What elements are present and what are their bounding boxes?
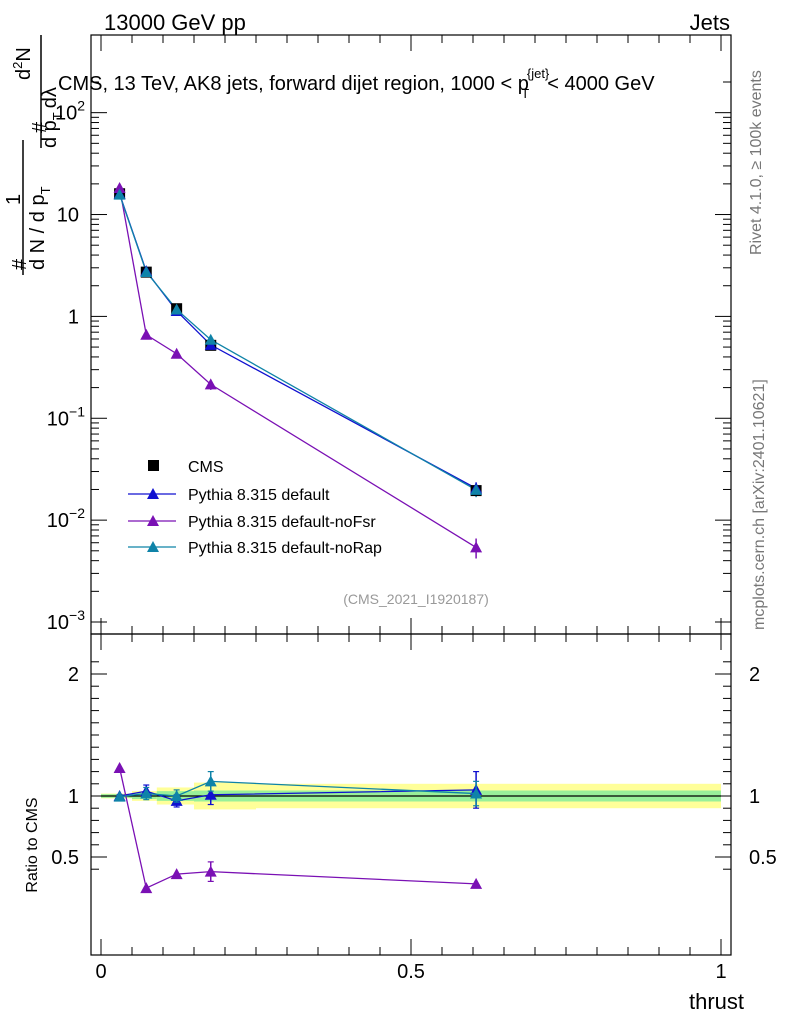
legend-nofsr-marker	[147, 515, 159, 526]
ratio-ytick-label: 1	[68, 786, 79, 808]
ylabel-hash-2: #	[29, 121, 51, 133]
title-rest: < 4000 GeV	[547, 73, 655, 95]
ratio-series-group	[113, 761, 483, 894]
ratio-series-marker-1	[470, 877, 483, 889]
legend-default-label: Pythia 8.315 default	[188, 487, 330, 504]
ratio-ytick-label: 0.5	[51, 847, 79, 869]
main-ytick-label: 102	[55, 98, 85, 125]
legend-cms-label: CMS	[188, 459, 224, 476]
chart-title: CMS, 13 TeV, AK8 jets, forward dijet reg…	[58, 66, 655, 101]
legend-cms-marker	[148, 460, 159, 471]
main-ytick-label: 10−2	[47, 505, 85, 532]
chart-title-text: CMS, 13 TeV, AK8 jets, forward dijet reg…	[58, 73, 512, 95]
ylabel-dn-dp: d N / d pT	[27, 186, 53, 270]
legend-norap-label: Pythia 8.315 default-noRap	[188, 540, 382, 557]
main-series-marker-2	[470, 483, 483, 495]
main-series-marker-1	[170, 347, 183, 359]
main-series-marker-2	[113, 188, 126, 200]
main-series-marker-1	[140, 328, 153, 340]
header-jets: Jets	[690, 10, 730, 35]
main-ytick-label: 10−1	[47, 403, 85, 430]
main-series-marker-1	[113, 182, 126, 194]
rivet-label: Rivet 4.1.0, ≥ 100k events	[748, 70, 765, 255]
ratio-panel: 0 0.5 1 0.5 0.5 1 1 2 2	[51, 633, 777, 983]
ylabel-one: 1	[3, 194, 25, 205]
ratio-series-marker-2	[170, 790, 183, 801]
ratio-ylabel: Ratio to CMS	[24, 797, 41, 892]
ratio-xtick-label: 0.5	[397, 961, 425, 983]
ratio-xtick-label: 0	[95, 961, 106, 983]
ylabel-dlambda-text: dλ	[39, 87, 61, 108]
main-frame	[90, 34, 732, 635]
main-series-marker-2	[140, 265, 153, 277]
ylabel-hash-1: #	[9, 258, 31, 270]
ratio-series-marker-0	[204, 788, 217, 800]
ratio-series-marker-2	[113, 790, 126, 802]
header-energy: 13000 GeV pp	[104, 10, 246, 35]
main-series-marker-2	[204, 333, 217, 345]
main-ytick-label: 10	[57, 205, 79, 227]
ratio-series-marker-1	[140, 882, 153, 894]
ylabel-dp-text: d p	[39, 120, 61, 148]
title-sup: {jet}	[527, 66, 550, 81]
legend-norap-marker	[147, 541, 159, 552]
x-axis-label: thrust	[689, 989, 744, 1014]
ratio-series-marker-2	[140, 787, 153, 799]
ratio-ytick-label-right: 2	[749, 664, 760, 686]
main-ytick-label: 10−3	[47, 607, 85, 634]
main-panel: 102 10 1 10−1 10−2 10−3	[47, 34, 732, 635]
ylabel-dp-dlambda: d pTdλ	[39, 87, 65, 148]
legend-default-marker	[147, 488, 159, 499]
ylabel-dp-sub: T	[50, 112, 65, 120]
ratio-series-marker-1	[170, 868, 183, 880]
main-series-line-0	[118, 193, 477, 489]
main-series-line-2	[118, 194, 477, 491]
ylabel-d-text: d	[13, 69, 35, 80]
ratio-ytick-label: 2	[68, 664, 79, 686]
main-series-marker-1	[470, 541, 483, 553]
ratio-series-marker-1	[204, 865, 217, 877]
legend: CMS Pythia 8.315 default Pythia 8.315 de…	[128, 459, 382, 557]
analysis-tag: (CMS_2021_I1920187)	[343, 591, 489, 607]
ratio-ytick-label-right: 0.5	[749, 847, 777, 869]
legend-nofsr-label: Pythia 8.315 default-noFsr	[188, 514, 376, 531]
ylabel-dn-text: d N / d p	[27, 194, 49, 270]
mcplots-label: mcplots.cern.ch [arXiv:2401.10621]	[751, 379, 768, 630]
ylabel-dn-sub: T	[38, 186, 53, 194]
ratio-series-marker-2	[470, 787, 483, 799]
ylabel-n-text: N	[13, 47, 35, 61]
title-sub: T	[521, 86, 529, 101]
ratio-series-marker-2	[204, 775, 217, 787]
ylabel-two-sup: 2	[10, 62, 25, 69]
ylabel-d2n: d2N	[10, 47, 35, 80]
main-series-marker-1	[204, 378, 217, 390]
ratio-series-marker-1	[113, 761, 126, 773]
main-series-marker-2	[170, 303, 183, 315]
ratio-xtick-label: 1	[715, 961, 726, 983]
main-ylabel: # d N / d pT 1 # d pTdλ d2N	[3, 35, 65, 275]
main-ytick-label: 1	[68, 306, 79, 328]
ratio-ytick-label-right: 1	[749, 786, 760, 808]
title-p: p	[518, 73, 529, 95]
